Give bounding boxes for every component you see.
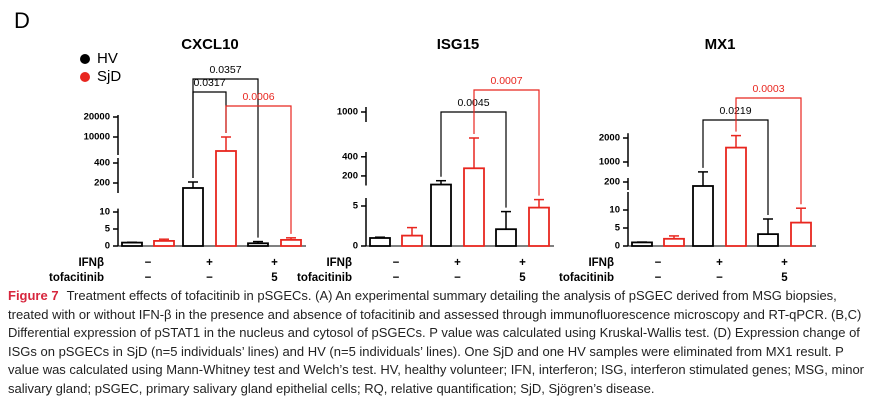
condition-label: −	[145, 272, 152, 284]
condition-label: −	[145, 257, 152, 269]
bar	[369, 237, 391, 247]
condition-label: −	[454, 272, 461, 284]
bar	[790, 221, 812, 247]
row-label: tofacitinib	[49, 272, 104, 284]
legend-label: SjD	[97, 68, 121, 85]
bar	[631, 241, 653, 247]
chart-title: CXCL10	[181, 36, 239, 53]
significance-bracket	[225, 105, 292, 234]
p-value: 0.0317	[193, 77, 225, 89]
condition-label: −	[716, 272, 723, 284]
condition-label: 5	[781, 272, 788, 284]
bar	[247, 242, 269, 247]
y-tick-label: 10000	[84, 132, 110, 143]
row-label: tofacitinib	[297, 272, 352, 284]
condition-label: +	[716, 257, 723, 269]
y-tick-label: 0	[353, 241, 358, 252]
y-tick-label: 0	[105, 241, 110, 252]
bar	[182, 187, 204, 247]
bar	[153, 239, 175, 247]
bar	[121, 241, 143, 247]
bar	[528, 206, 550, 247]
caption-text: Treatment effects of tofacitinib in pSGE…	[8, 288, 865, 396]
significance-bracket	[473, 89, 540, 196]
row-label: IFNβ	[326, 257, 352, 269]
bar	[401, 234, 423, 247]
bar	[725, 146, 747, 247]
condition-label: −	[393, 272, 400, 284]
p-value: 0.0003	[752, 83, 784, 95]
row-label: IFNβ	[588, 257, 614, 269]
significance-bracket	[735, 97, 802, 205]
y-tick-label: 5	[353, 201, 359, 212]
row-label: IFNβ	[78, 257, 104, 269]
y-tick-label: 2000	[599, 133, 620, 144]
y-tick-label: 10	[609, 205, 620, 216]
bar	[495, 228, 517, 247]
condition-label: +	[454, 257, 461, 269]
significance-bracket	[192, 91, 227, 178]
y-tick-label: 20000	[84, 112, 110, 123]
condition-label: −	[206, 272, 213, 284]
condition-label: +	[271, 257, 278, 269]
y-tick-label: 1000	[599, 157, 620, 168]
bar	[280, 238, 302, 247]
row-label: tofacitinib	[559, 272, 614, 284]
condition-label: +	[781, 257, 788, 269]
bar	[663, 237, 685, 247]
p-value: 0.0007	[490, 75, 522, 87]
y-tick-label: 0	[615, 241, 620, 252]
y-tick-label: 200	[604, 177, 620, 188]
bar	[215, 150, 237, 247]
condition-label: −	[655, 272, 662, 284]
bar	[757, 233, 779, 247]
y-tick-label: 400	[94, 158, 110, 169]
legend-label: HV	[97, 50, 118, 67]
condition-label: −	[655, 257, 662, 269]
legend-marker	[80, 54, 90, 64]
bar	[463, 167, 485, 247]
bar	[692, 185, 714, 247]
p-value: 0.0357	[209, 64, 241, 76]
condition-label: 5	[271, 272, 278, 284]
caption: Figure 7 Treatment effects of tofacitinib…	[8, 287, 868, 399]
condition-label: +	[206, 257, 213, 269]
y-tick-label: 5	[105, 224, 111, 235]
p-value: 0.0006	[242, 91, 274, 103]
condition-label: 5	[519, 272, 526, 284]
legend-marker	[80, 72, 90, 82]
y-tick-label: 1000	[337, 107, 358, 118]
condition-label: −	[393, 257, 400, 269]
y-tick-label: 10	[99, 207, 110, 218]
panel-label: D	[14, 8, 30, 33]
chart-title: ISG15	[437, 36, 480, 53]
y-tick-label: 200	[342, 170, 358, 181]
condition-label: +	[519, 257, 526, 269]
chart-area: D HVSjDCXCL10051020040010000200000.03570…	[14, 8, 816, 284]
chart-title: MX1	[705, 36, 736, 53]
y-tick-label: 400	[342, 151, 358, 162]
y-tick-label: 5	[615, 223, 621, 234]
y-tick-label: 200	[94, 178, 110, 189]
bar	[430, 183, 452, 247]
caption-label: Figure 7	[8, 288, 59, 303]
